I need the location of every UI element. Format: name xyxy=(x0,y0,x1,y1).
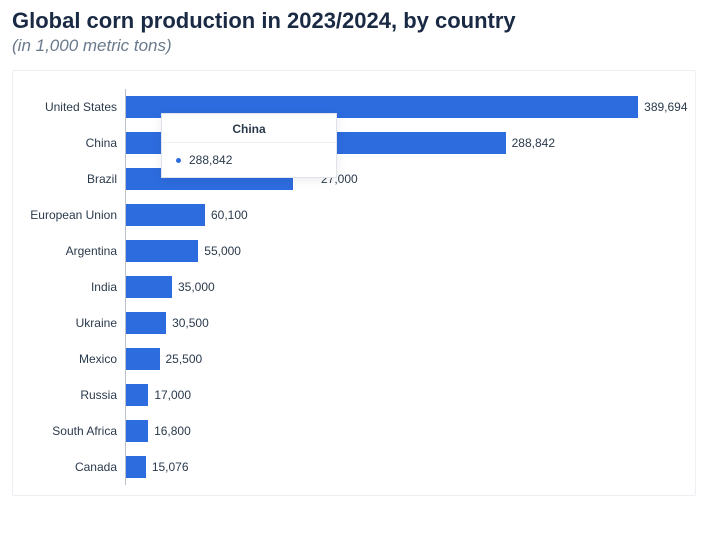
chart-row[interactable]: India 35,000 xyxy=(23,269,677,305)
category-label: Mexico xyxy=(23,352,125,366)
chart-row[interactable]: China 288,842 xyxy=(23,125,677,161)
value-label: 35,000 xyxy=(178,280,215,294)
plot-area: 16,800 xyxy=(125,413,677,449)
tooltip-dot-icon xyxy=(176,158,181,163)
chart-row[interactable]: Brazil27,000 xyxy=(23,161,677,197)
plot-area: 35,000 xyxy=(125,269,677,305)
category-label: India xyxy=(23,280,125,294)
value-label: 30,500 xyxy=(172,316,209,330)
tooltip-body: 288,842 xyxy=(162,143,336,177)
chart-tooltip: China 288,842 xyxy=(161,113,337,178)
tooltip-value: 288,842 xyxy=(189,153,232,167)
category-label: Brazil xyxy=(23,172,125,186)
chart-row[interactable]: South Africa 16,800 xyxy=(23,413,677,449)
plot-area: 17,000 xyxy=(125,377,677,413)
value-label: 25,500 xyxy=(166,352,203,366)
bar[interactable] xyxy=(126,312,166,334)
bar[interactable] xyxy=(126,240,198,262)
category-label: South Africa xyxy=(23,424,125,438)
plot-area: 30,500 xyxy=(125,305,677,341)
plot-area: 15,076 xyxy=(125,449,677,485)
value-label: 389,694 xyxy=(644,100,687,114)
plot-area: 60,100 xyxy=(125,197,677,233)
category-label: China xyxy=(23,136,125,150)
plot-area: 25,500 xyxy=(125,341,677,377)
bar[interactable] xyxy=(126,204,205,226)
bar[interactable] xyxy=(126,456,146,478)
category-label: Argentina xyxy=(23,244,125,258)
tooltip-title: China xyxy=(162,114,336,143)
value-label: 288,842 xyxy=(512,136,555,150)
category-label: United States xyxy=(23,100,125,114)
chart-card: United States389,694China288,842Brazil27… xyxy=(12,70,696,496)
bar[interactable] xyxy=(126,276,172,298)
plot-area: 55,000 xyxy=(125,233,677,269)
chart-row[interactable]: Mexico 25,500 xyxy=(23,341,677,377)
chart-row[interactable]: Russia 17,000 xyxy=(23,377,677,413)
value-label: 55,000 xyxy=(204,244,241,258)
value-label: 60,100 xyxy=(211,208,248,222)
chart-row[interactable]: United States389,694 xyxy=(23,89,677,125)
bar[interactable] xyxy=(126,420,148,442)
bar[interactable] xyxy=(126,384,148,406)
value-label: 15,076 xyxy=(152,460,189,474)
bar-chart[interactable]: United States389,694China288,842Brazil27… xyxy=(23,89,677,485)
category-label: Ukraine xyxy=(23,316,125,330)
chart-row[interactable]: Canada 15,076 xyxy=(23,449,677,485)
chart-row[interactable]: Ukraine 30,500 xyxy=(23,305,677,341)
category-label: Russia xyxy=(23,388,125,402)
chart-row[interactable]: European Union 60,100 xyxy=(23,197,677,233)
category-label: European Union xyxy=(23,208,125,222)
chart-row[interactable]: Argentina 55,000 xyxy=(23,233,677,269)
value-label: 16,800 xyxy=(154,424,191,438)
chart-title: Global corn production in 2023/2024, by … xyxy=(12,8,696,34)
category-label: Canada xyxy=(23,460,125,474)
bar[interactable] xyxy=(126,348,160,370)
value-label: 17,000 xyxy=(154,388,191,402)
chart-subtitle: (in 1,000 metric tons) xyxy=(12,36,696,56)
